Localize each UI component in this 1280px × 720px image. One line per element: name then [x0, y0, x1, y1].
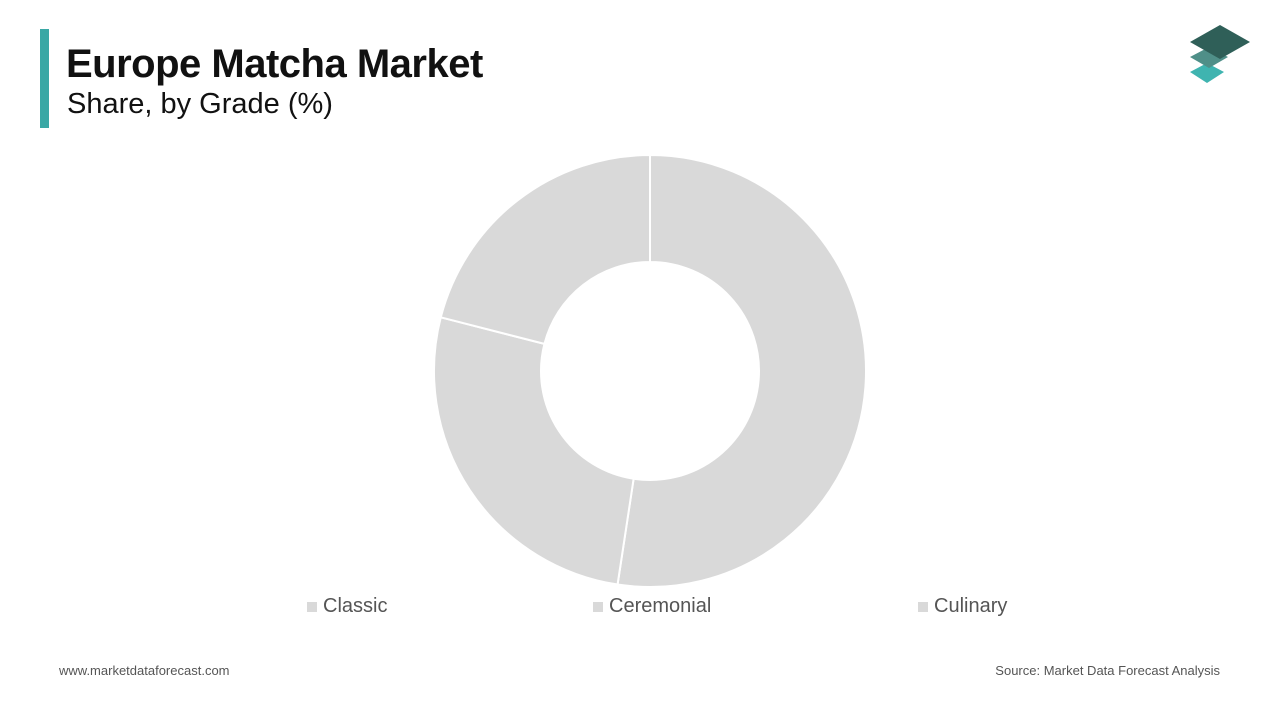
legend-swatch: [307, 601, 317, 612]
website-url: www.marketdataforecast.com: [59, 663, 230, 678]
donut-slice-culinary: [439, 153, 651, 346]
legend-item-ceremonial: Ceremonial: [593, 595, 711, 618]
legend-item-culinary: Culinary: [918, 595, 1007, 618]
source-note: Source: Market Data Forecast Analysis: [995, 663, 1220, 678]
logo-icon: [1190, 25, 1250, 83]
donut-slice-classic: [616, 153, 867, 588]
chart-title: Europe Matcha Market: [66, 42, 483, 86]
legend-label: Ceremonial: [609, 595, 712, 617]
legend-swatch: [918, 601, 928, 612]
title-accent-bar: [40, 29, 49, 128]
chart-subtitle: Share, by Grade (%): [67, 88, 333, 120]
legend-item-classic: Classic: [307, 595, 387, 618]
donut-slice-ceremonial: [433, 316, 635, 586]
legend-swatch: [593, 601, 603, 612]
legend-label: Culinary: [934, 595, 1008, 617]
legend-label: Classic: [323, 595, 388, 617]
